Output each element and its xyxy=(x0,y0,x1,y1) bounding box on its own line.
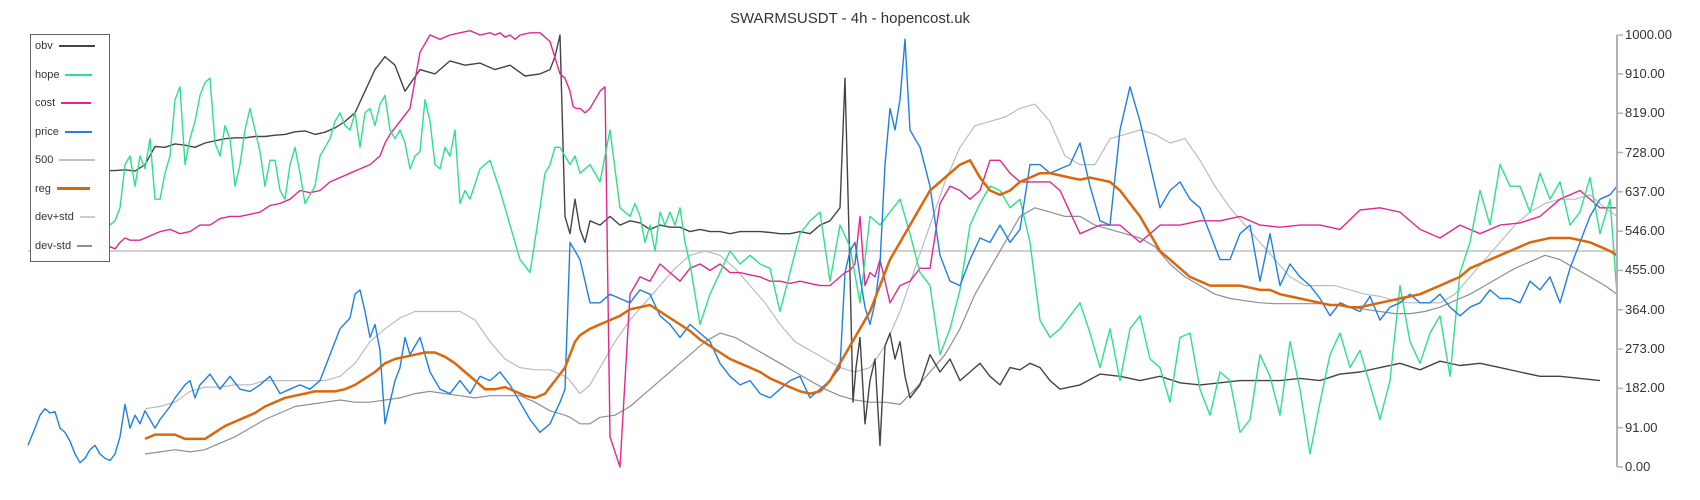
y-tick-label: 910.00 xyxy=(1625,65,1665,81)
legend-item-500: 500 xyxy=(35,153,96,167)
legend-item-cost: cost xyxy=(35,96,92,110)
y-tick-label: 364.00 xyxy=(1625,301,1665,317)
legend-item-obv: obv xyxy=(35,39,95,53)
legend-swatch-icon xyxy=(77,244,93,247)
y-tick-label: 182.00 xyxy=(1625,380,1665,396)
legend-swatch-icon xyxy=(65,73,93,76)
series-hope xyxy=(104,77,1618,455)
legend-label: dev+std xyxy=(35,211,74,223)
y-tick-label: 273.00 xyxy=(1625,341,1665,357)
y-axis-ticks xyxy=(1617,34,1623,468)
series-dev-std xyxy=(144,207,1618,455)
legend-swatch-icon xyxy=(79,216,95,218)
legend-swatch-icon xyxy=(58,45,95,47)
y-tick-label: 546.00 xyxy=(1625,223,1665,239)
y-tick-label: 1000.00 xyxy=(1625,27,1672,42)
legend-item-price: price xyxy=(35,125,92,139)
y-tick-label: 91.00 xyxy=(1625,419,1658,435)
legend-swatch-icon xyxy=(56,187,90,190)
legend: obv hope cost price 500 reg dev+std dev-std xyxy=(30,34,110,262)
series-cost xyxy=(104,30,1617,468)
y-tick-label: 637.00 xyxy=(1625,183,1665,199)
legend-label: reg xyxy=(35,182,51,195)
legend-swatch-icon xyxy=(64,130,92,133)
legend-label: dev-std xyxy=(35,239,72,252)
legend-item-devminusstd: dev-std xyxy=(35,239,93,253)
legend-label: price xyxy=(35,125,59,138)
legend-swatch-icon xyxy=(61,102,92,104)
y-tick-label: 728.00 xyxy=(1625,144,1665,160)
y-tick-label: 455.00 xyxy=(1625,262,1665,278)
legend-item-devplusstd: dev+std xyxy=(35,210,95,224)
legend-label: 500 xyxy=(35,154,54,166)
chart-title: SWARMSUSDT - 4h - hopencost.uk xyxy=(729,10,971,27)
legend-label: hope xyxy=(35,68,60,81)
legend-label: cost xyxy=(35,97,56,109)
legend-item-reg: reg xyxy=(35,182,90,196)
legend-item-hope: hope xyxy=(35,68,93,82)
legend-label: obv xyxy=(35,40,53,52)
y-tick-label: 0.00 xyxy=(1625,459,1651,474)
series-dev-plus-std xyxy=(144,103,1618,410)
legend-swatch-icon xyxy=(59,159,96,161)
series-obv xyxy=(105,34,1601,447)
series-layer xyxy=(27,30,1618,468)
y-tick-label: 819.00 xyxy=(1625,105,1665,121)
series-price xyxy=(27,38,1618,464)
series-reg xyxy=(144,159,1618,441)
